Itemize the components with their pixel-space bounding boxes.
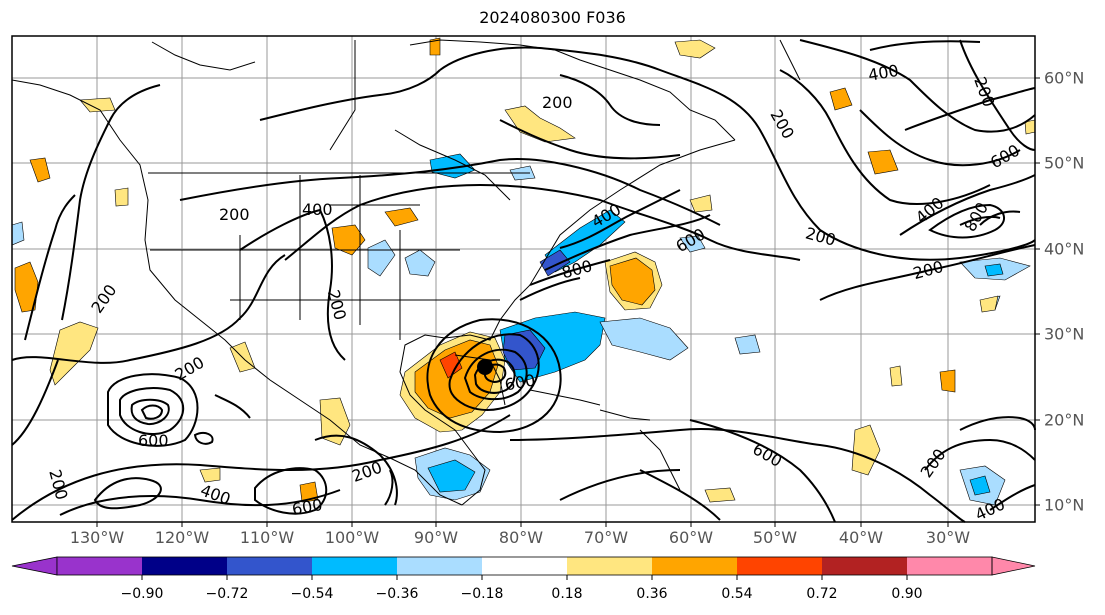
lon-label: 30°W [925, 528, 971, 547]
contour-label: 200 [542, 93, 573, 112]
map-title: 2024080300 F036 [479, 8, 626, 27]
map-border [11, 35, 1036, 523]
lat-label: 40°N [1044, 239, 1085, 259]
lat-label: 30°N [1044, 324, 1085, 344]
lon-label: 120°W [154, 528, 210, 547]
colorbar-tick-label: −0.36 [375, 586, 419, 602]
lon-label: 130°W [69, 528, 125, 547]
map-gridlines [12, 36, 1035, 522]
colorbar-tick-label: −0.54 [290, 586, 334, 602]
colorbar-tick-label: −0.72 [205, 586, 249, 602]
axis-ticks [96, 77, 1040, 527]
lon-label: 60°W [668, 528, 714, 547]
lat-label: 50°N [1044, 153, 1085, 173]
colorbar-tick-label: −0.18 [460, 586, 504, 602]
storm-center-marker [477, 359, 493, 375]
lon-label: 100°W [324, 528, 380, 547]
lon-label: 110°W [239, 528, 295, 547]
lon-label: 80°W [498, 528, 544, 547]
contour-label: 400 [302, 200, 333, 219]
lon-label: 90°W [413, 528, 459, 547]
lat-label: 10°N [1044, 495, 1085, 515]
weather-map: 200 200 200 200 200 200 200 200 200 200 … [11, 35, 1040, 527]
contours [11, 39, 1036, 523]
lon-label: 70°W [583, 528, 629, 547]
colorbar-tick-label: 0.72 [806, 586, 838, 602]
colorbar-tick-label: −0.90 [120, 586, 164, 602]
lat-label: 20°N [1044, 410, 1085, 430]
contour-label: 200 [219, 205, 250, 224]
lon-label: 40°W [838, 528, 884, 547]
lon-label: 50°W [752, 528, 798, 547]
colorbar-tick-label: 0.18 [551, 586, 583, 602]
colorbar-tick-label: 0.36 [636, 586, 668, 602]
coastlines [11, 39, 801, 506]
contour-label: 600 [138, 431, 169, 450]
colorbar-tick-label: 0.90 [891, 586, 923, 602]
colorbar-tick-label: 0.54 [721, 586, 753, 602]
lat-label: 60°N [1044, 68, 1085, 88]
